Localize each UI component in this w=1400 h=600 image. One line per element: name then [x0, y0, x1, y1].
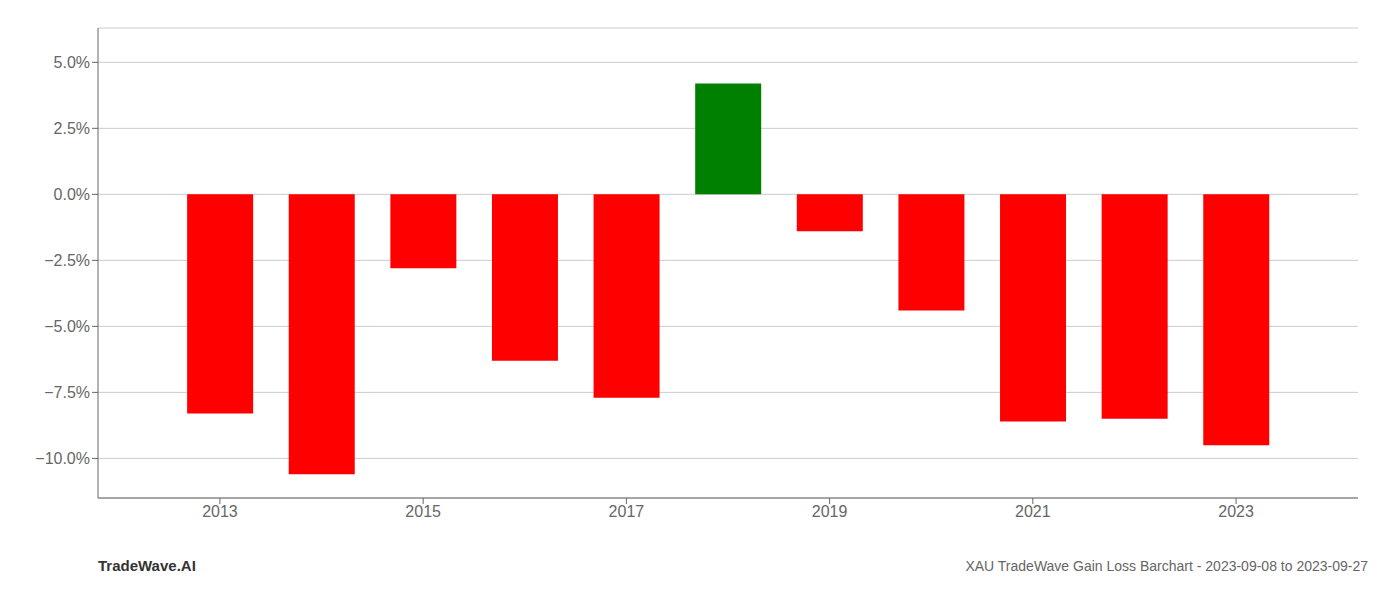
svg-text:2019: 2019 [812, 503, 848, 520]
svg-text:2015: 2015 [405, 503, 441, 520]
html-text:XAU TradeWave Gain Loss Barcha: XAU TradeWave Gain Loss Barchart - 2023-… [965, 558, 1368, 574]
svg-text:2.5%: 2.5% [54, 120, 90, 137]
svg-text:2013: 2013 [202, 503, 238, 520]
svg-text:−2.5%: −2.5% [44, 252, 90, 269]
svg-text:2021: 2021 [1015, 503, 1051, 520]
svg-text:−10.0%: −10.0% [35, 450, 90, 467]
svg-text:0.0%: 0.0% [54, 186, 90, 203]
svg-text:5.0%: 5.0% [54, 54, 90, 71]
svg-text:2023: 2023 [1218, 503, 1254, 520]
svg-text:−7.5%: −7.5% [44, 384, 90, 401]
svg-text:2017: 2017 [609, 503, 645, 520]
svg-text:−5.0%: −5.0% [44, 318, 90, 335]
html-text:TradeWave.AI: TradeWave.AI [98, 557, 196, 574]
